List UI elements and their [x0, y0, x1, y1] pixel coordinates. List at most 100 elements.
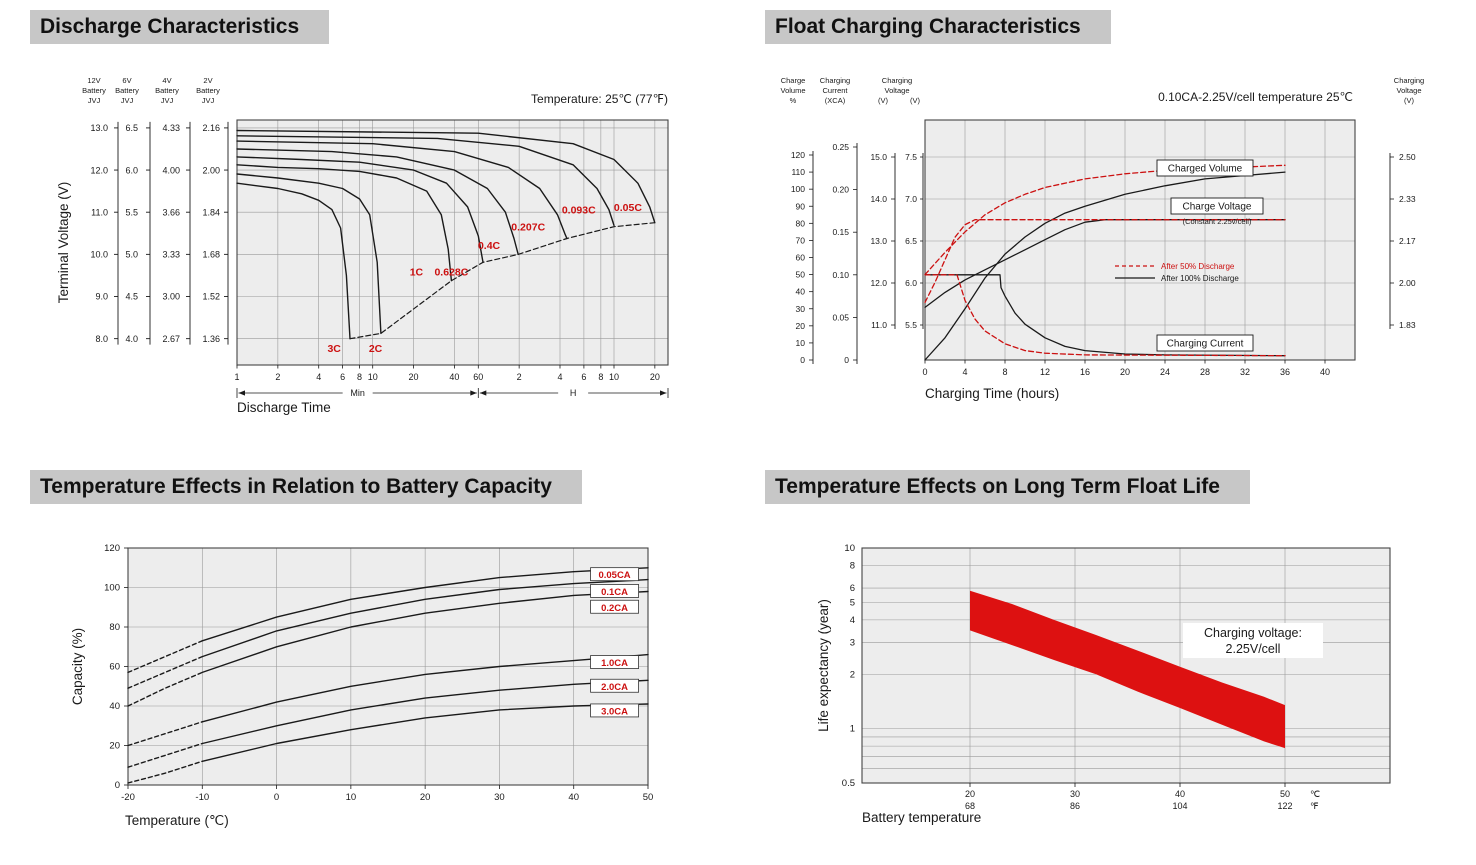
svg-text:4: 4	[962, 367, 967, 377]
svg-text:5.0: 5.0	[125, 250, 138, 260]
svg-text:30: 30	[1070, 789, 1080, 799]
svg-text:100: 100	[104, 583, 120, 594]
svg-text:32: 32	[1240, 367, 1250, 377]
svg-text:(Constant 2.25v/cell): (Constant 2.25v/cell)	[1183, 217, 1252, 226]
svg-text:0.5: 0.5	[842, 778, 855, 789]
svg-text:5.5: 5.5	[905, 320, 917, 330]
svg-text:Battery: Battery	[155, 86, 179, 95]
svg-text:0: 0	[274, 792, 279, 803]
svg-text:40: 40	[568, 792, 579, 803]
svg-text:After 50% Discharge: After 50% Discharge	[1161, 262, 1235, 271]
svg-text:3.00: 3.00	[162, 292, 180, 302]
svg-text:120: 120	[791, 150, 805, 160]
svg-text:60: 60	[473, 372, 483, 382]
svg-text:JVJ: JVJ	[121, 96, 134, 105]
svg-text:Temperature (℃): Temperature (℃)	[125, 813, 229, 828]
svg-text:3C: 3C	[327, 343, 341, 355]
svg-text:0.20: 0.20	[832, 185, 849, 195]
svg-text:3.66: 3.66	[162, 207, 180, 217]
svg-text:Charging: Charging	[820, 76, 850, 85]
svg-text:-10: -10	[195, 792, 209, 803]
svg-text:50: 50	[643, 792, 654, 803]
svg-text:9.0: 9.0	[95, 292, 108, 302]
svg-text:16: 16	[1080, 367, 1090, 377]
svg-text:20: 20	[420, 792, 431, 803]
svg-text:0: 0	[115, 780, 120, 791]
svg-text:Min: Min	[350, 388, 365, 398]
svg-text:4: 4	[557, 372, 562, 382]
svg-text:11.0: 11.0	[871, 320, 887, 330]
svg-text:90: 90	[796, 201, 806, 211]
svg-text:8: 8	[1002, 367, 1007, 377]
svg-text:1.0CA: 1.0CA	[601, 658, 628, 669]
svg-text:20: 20	[1120, 367, 1130, 377]
svg-text:10: 10	[609, 372, 619, 382]
svg-text:-20: -20	[121, 792, 135, 803]
svg-text:10.0: 10.0	[90, 250, 108, 260]
svg-text:36: 36	[1280, 367, 1290, 377]
svg-text:120: 120	[104, 543, 120, 554]
svg-text:1.84: 1.84	[202, 207, 220, 217]
svg-text:2C: 2C	[369, 343, 383, 355]
svg-text:4: 4	[850, 615, 855, 626]
svg-text:2.67: 2.67	[162, 334, 180, 344]
svg-text:80: 80	[796, 218, 806, 228]
svg-text:1C: 1C	[410, 266, 424, 278]
svg-text:100: 100	[791, 184, 805, 194]
svg-text:20: 20	[409, 372, 419, 382]
svg-text:3: 3	[850, 637, 855, 648]
svg-text:Terminal Voltage (V): Terminal Voltage (V)	[56, 182, 71, 304]
svg-text:Current: Current	[822, 86, 848, 95]
svg-text:40: 40	[109, 701, 120, 712]
svg-text:Temperature: 25℃ (77℉): Temperature: 25℃ (77℉)	[531, 92, 668, 106]
svg-text:13.0: 13.0	[90, 123, 108, 133]
svg-text:Charging voltage:: Charging voltage:	[1204, 626, 1302, 640]
svg-text:2.16: 2.16	[202, 123, 220, 133]
svg-text:Battery: Battery	[82, 86, 106, 95]
section-title-discharge-characteristics: Discharge Characteristics	[30, 10, 330, 44]
svg-text:8: 8	[850, 561, 855, 572]
svg-text:Battery temperature: Battery temperature	[862, 810, 981, 825]
svg-text:10: 10	[368, 372, 378, 382]
svg-text:H: H	[570, 388, 577, 398]
svg-text:8: 8	[357, 372, 362, 382]
svg-text:0.25: 0.25	[832, 142, 849, 152]
svg-text:Volume: Volume	[780, 86, 805, 95]
svg-text:2.00: 2.00	[1399, 278, 1416, 288]
svg-text:JVJ: JVJ	[161, 96, 174, 105]
svg-text:4.33: 4.33	[162, 123, 180, 133]
svg-text:6: 6	[581, 372, 586, 382]
svg-text:Charge: Charge	[781, 76, 806, 85]
svg-text:1.52: 1.52	[202, 292, 220, 302]
svg-text:10: 10	[844, 543, 855, 554]
svg-text:0.4C: 0.4C	[478, 240, 501, 252]
svg-text:12.0: 12.0	[870, 278, 887, 288]
svg-text:(V): (V)	[878, 96, 889, 105]
svg-text:104: 104	[1172, 801, 1187, 811]
svg-text:6.5: 6.5	[905, 236, 917, 246]
svg-text:6: 6	[850, 583, 855, 594]
svg-text:(V): (V)	[910, 96, 921, 105]
svg-text:10: 10	[346, 792, 357, 803]
svg-text:30: 30	[494, 792, 505, 803]
svg-text:0: 0	[844, 355, 849, 365]
svg-text:80: 80	[109, 622, 120, 633]
svg-text:6.5: 6.5	[125, 123, 138, 133]
svg-text:6.0: 6.0	[125, 165, 138, 175]
svg-text:0.15: 0.15	[832, 227, 849, 237]
svg-text:4: 4	[316, 372, 321, 382]
svg-text:2.50: 2.50	[1399, 152, 1416, 162]
svg-text:110: 110	[791, 167, 805, 177]
discharge-characteristics-chart: 12VBatteryJVJ13.012.011.010.09.08.06VBat…	[56, 76, 669, 415]
svg-text:2.00: 2.00	[202, 165, 220, 175]
svg-text:0.05CA: 0.05CA	[598, 570, 630, 581]
svg-text:5.5: 5.5	[125, 207, 138, 217]
svg-text:1.36: 1.36	[202, 334, 220, 344]
svg-text:Voltage: Voltage	[1396, 86, 1421, 95]
svg-text:2V: 2V	[203, 76, 212, 85]
svg-text:7.5: 7.5	[905, 152, 917, 162]
svg-text:20: 20	[796, 321, 806, 331]
svg-text:3.33: 3.33	[162, 250, 180, 260]
svg-text:0.05: 0.05	[832, 312, 849, 322]
